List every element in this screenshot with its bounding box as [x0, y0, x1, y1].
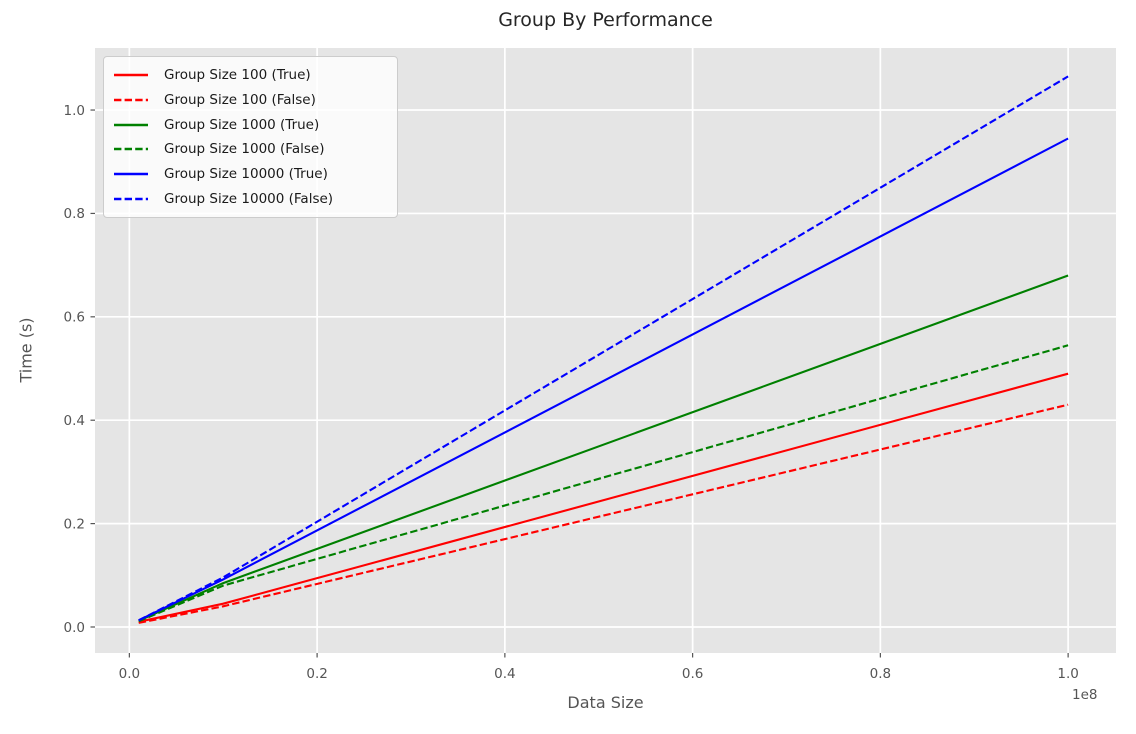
legend-item: Group Size 100 (False) [114, 88, 387, 113]
series-line-1 [138, 403, 1069, 624]
legend-item: Group Size 100 (True) [114, 63, 387, 88]
legend-item: Group Size 1000 (True) [114, 112, 387, 137]
legend-item: Group Size 10000 (False) [114, 186, 387, 211]
legend-label: Group Size 10000 (True) [164, 166, 328, 183]
legend-solid-line-swatch-icon [114, 123, 148, 126]
y-tick-label: 0.6 [64, 310, 85, 326]
x-tick-label: 0.8 [870, 666, 891, 682]
y-axis-label: Time (s) [16, 317, 36, 383]
series-line-2 [138, 274, 1069, 622]
x-tick-label: 0.2 [306, 666, 327, 682]
legend-item: Group Size 1000 (False) [114, 137, 387, 162]
y-tick-label: 0.2 [64, 516, 85, 532]
x-tick-label: 1.0 [1057, 666, 1078, 682]
series-line-3 [138, 344, 1069, 623]
legend-item: Group Size 10000 (True) [114, 162, 387, 187]
x-tick-label: 0.6 [682, 666, 703, 682]
legend-dashed-line-swatch-icon [114, 148, 148, 151]
x-tick-label: 0.0 [119, 666, 140, 682]
chart-title: Group By Performance [498, 9, 713, 31]
legend-label: Group Size 100 (False) [164, 92, 316, 108]
x-tick-label: 0.4 [494, 666, 515, 682]
y-tick-label: 0.8 [64, 206, 85, 222]
legend: Group Size 100 (True) Group Size 100 (Fal… [103, 56, 398, 218]
y-tick-label: 1.0 [64, 103, 85, 119]
legend-label: Group Size 1000 (True) [164, 116, 320, 133]
x-axis-offset-text: 1e8 [1072, 687, 1098, 703]
y-tick-label: 0.0 [64, 620, 85, 636]
legend-label: Group Size 1000 (False) [164, 141, 325, 158]
series-line-0 [138, 372, 1069, 623]
series-line-4 [138, 137, 1069, 622]
legend-solid-line-swatch-icon [114, 74, 148, 77]
x-axis-label: Data Size [567, 693, 644, 712]
legend-solid-line-swatch-icon [114, 172, 148, 176]
y-tick-label: 0.4 [64, 413, 85, 429]
legend-label: Group Size 100 (True) [164, 67, 311, 84]
legend-dashed-line-swatch-icon [114, 197, 148, 200]
legend-label: Group Size 10000 (False) [164, 190, 334, 207]
legend-dashed-line-swatch-icon [114, 98, 148, 102]
